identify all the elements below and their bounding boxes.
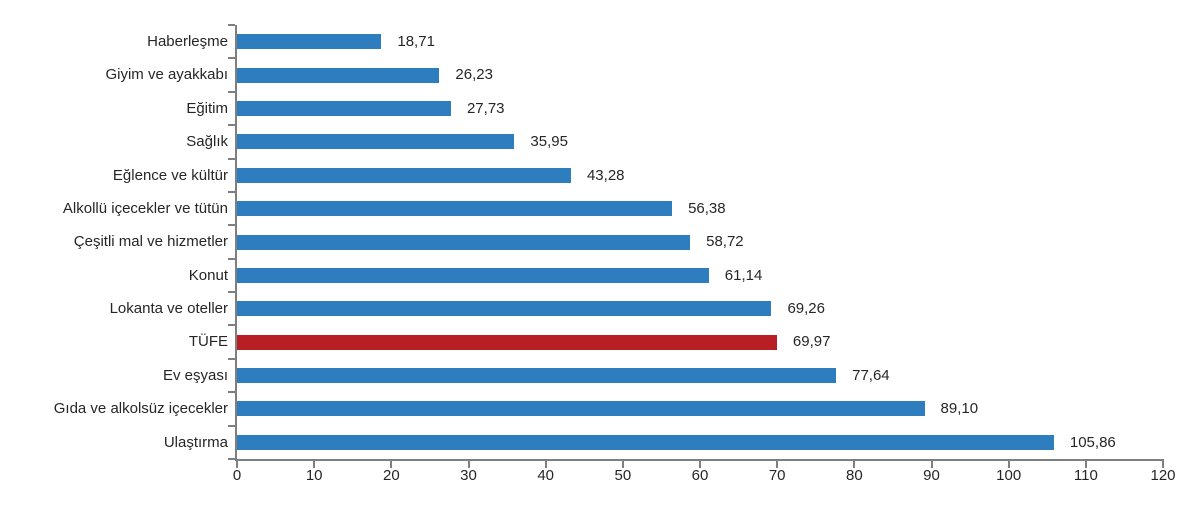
y-tick-mark	[228, 124, 235, 127]
x-tick-label: 30	[460, 467, 477, 484]
x-axis-line	[235, 459, 1164, 461]
x-tick-label: 60	[691, 467, 709, 484]
x-tick-mark	[236, 461, 238, 468]
category-label: Ev eşyası	[162, 366, 228, 384]
x-tick-mark	[1084, 461, 1087, 468]
x-tick-mark	[1007, 461, 1010, 468]
chart-bar	[237, 34, 382, 50]
category-label: Lokanta ve oteller	[109, 300, 228, 318]
x-tick-mark	[1162, 461, 1164, 468]
x-tick-mark	[776, 461, 779, 468]
y-axis-line	[235, 25, 237, 461]
x-tick-label: 70	[768, 467, 786, 484]
chart-bar	[237, 434, 1054, 450]
bar-value-label: 61,14	[724, 266, 763, 284]
chart-bar	[237, 301, 772, 317]
chart-bar	[237, 234, 691, 250]
x-tick-label: 50	[614, 467, 632, 484]
x-tick-mark	[467, 461, 470, 468]
x-tick-mark	[853, 461, 856, 468]
chart-bar-highlight	[237, 334, 777, 350]
x-tick-label: 40	[537, 467, 554, 484]
category-label: Eğitim	[186, 99, 228, 117]
x-tick-label: 10	[305, 467, 323, 484]
chart-bar	[237, 100, 451, 116]
x-tick-mark	[544, 461, 547, 468]
plot-area: 18,71 26,23 27,73 35,95 43,28 56,38 58,72 61,14…	[228, 24, 1176, 484]
bar-value-label: 56,38	[688, 199, 726, 217]
x-tick-label: 80	[845, 467, 863, 484]
y-tick-mark	[228, 90, 235, 93]
bar-value-label: 43,28	[586, 166, 625, 184]
category-label: Eğlence ve kültür	[112, 166, 228, 184]
category-axis-labels: Haberleşme Giyim ve ayakkabı Eğitim Sağlık E…	[0, 25, 228, 459]
chart-bar	[237, 67, 440, 83]
chart-bar	[237, 267, 709, 283]
x-tick-label: 90	[923, 467, 940, 484]
category-label: Alkollü içecekler ve tütün	[62, 199, 228, 217]
category-label: Konut	[188, 266, 228, 284]
y-tick-mark	[228, 257, 235, 260]
category-label: Sağlık	[186, 133, 228, 151]
bar-value-label: 27,73	[466, 99, 505, 117]
category-label: Çeşitli mal ve hizmetler	[73, 233, 228, 251]
category-label: Haberleşme	[147, 33, 228, 50]
category-label: TÜFE	[188, 333, 228, 351]
bar-value-label: 69,26	[787, 300, 825, 318]
x-tick-mark	[699, 461, 701, 468]
bar-value-label: 18,71	[397, 33, 435, 50]
y-tick-mark	[228, 291, 235, 294]
bar-value-label: 89,10	[940, 400, 979, 418]
y-tick-mark	[228, 458, 235, 460]
x-tick-mark	[390, 461, 393, 468]
x-tick-label: 120	[1150, 467, 1176, 484]
y-tick-mark	[228, 224, 235, 227]
chart-bar	[237, 167, 571, 183]
bar-value-label: 69,97	[792, 333, 831, 351]
y-tick-mark	[228, 324, 235, 327]
y-tick-mark	[228, 24, 235, 26]
y-tick-mark	[228, 157, 235, 160]
x-tick-label: 20	[382, 467, 400, 484]
x-tick-mark	[621, 461, 624, 468]
y-tick-mark	[228, 190, 235, 193]
chart-bar	[237, 401, 925, 417]
chart-bar	[237, 201, 673, 217]
bar-value-label: 105,86	[1069, 433, 1116, 451]
chart-bar	[237, 134, 515, 150]
x-tick-label: 110	[1073, 467, 1098, 484]
bar-value-label: 58,72	[706, 233, 744, 251]
y-tick-mark	[228, 424, 235, 427]
bar-value-label: 35,95	[530, 133, 568, 151]
category-label: Gıda ve alkolsüz içecekler	[53, 400, 228, 418]
x-tick-label: 0	[232, 467, 242, 484]
category-label: Giyim ve ayakkabı	[105, 66, 228, 84]
category-label: Ulaştırma	[163, 433, 228, 451]
y-tick-mark	[228, 391, 235, 394]
x-tick-mark	[313, 461, 316, 468]
bar-value-label: 77,64	[852, 366, 890, 384]
y-tick-mark	[228, 57, 235, 60]
x-tick-label: 100	[996, 467, 1022, 484]
y-tick-mark	[228, 357, 235, 360]
chart-bar	[237, 368, 837, 384]
bar-value-label: 26,23	[455, 66, 493, 84]
x-tick-mark	[930, 461, 933, 468]
